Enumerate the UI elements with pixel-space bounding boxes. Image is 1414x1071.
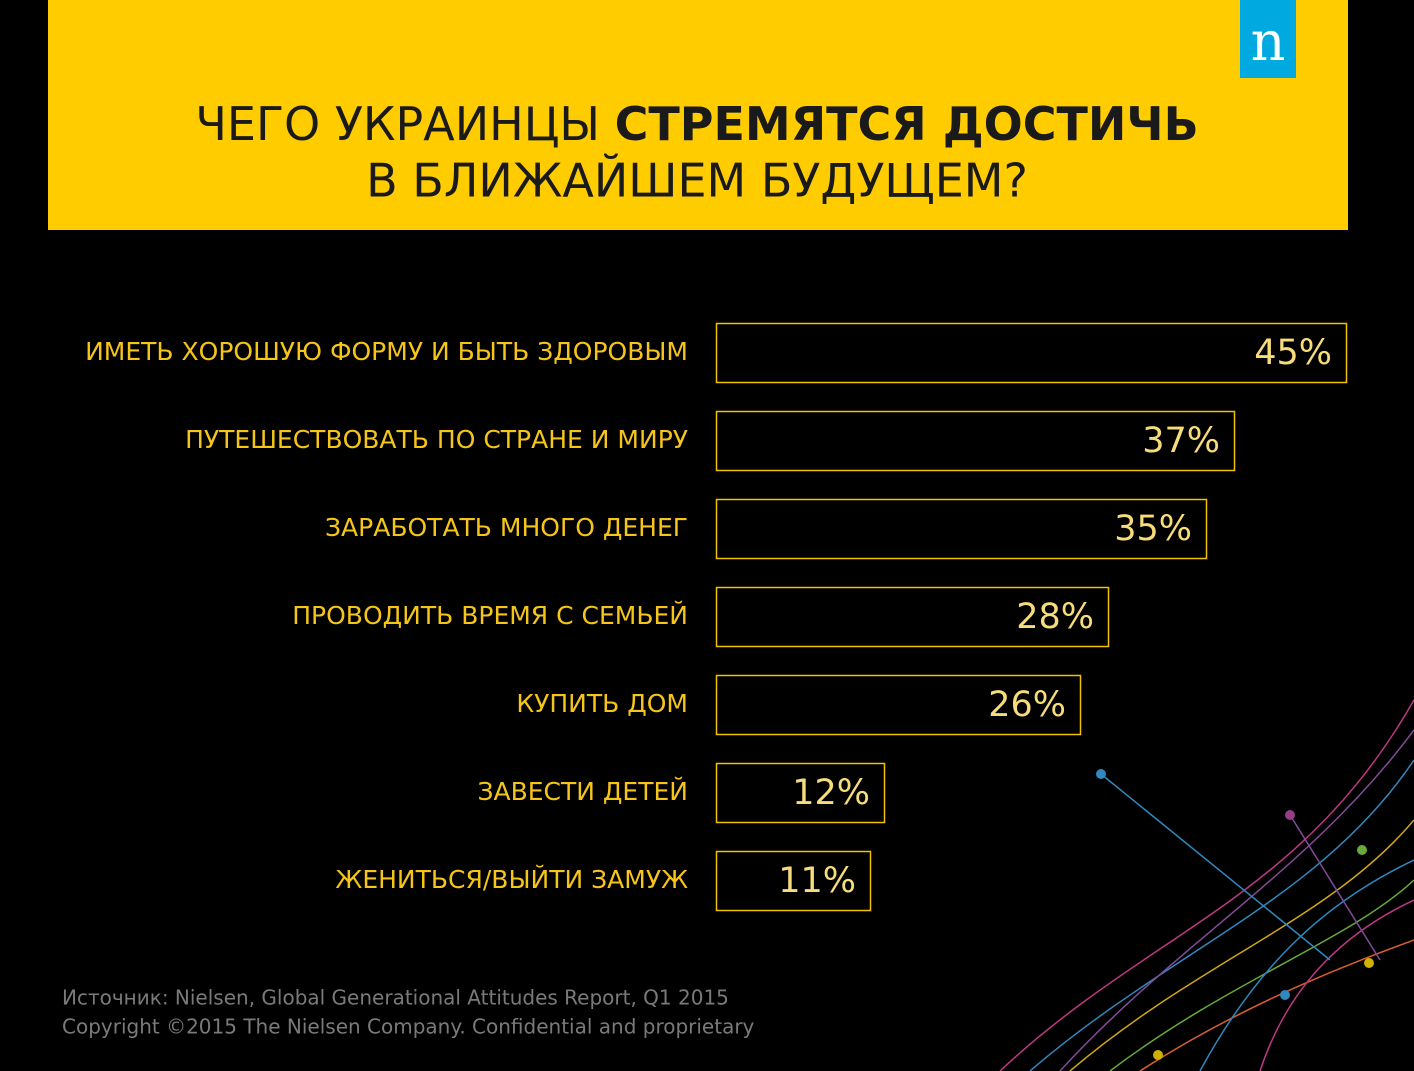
bar <box>715 322 1348 384</box>
category-label: ПРОВОДИТЬ ВРЕМЯ С СЕМЬЕЙ <box>292 601 688 630</box>
value-label: 12% <box>792 773 870 813</box>
category-label: ЗАВЕСТИ ДЕТЕЙ <box>477 777 688 806</box>
value-label: 28% <box>1016 597 1094 637</box>
source: Источник: Nielsen, Global Generational A… <box>62 986 729 1010</box>
bar <box>715 586 1110 648</box>
bar <box>715 674 1082 736</box>
category-label: ЗАРАБОТАТЬ МНОГО ДЕНЕГ <box>325 513 688 542</box>
bar <box>715 498 1208 560</box>
category-label: КУПИТЬ ДОМ <box>516 689 688 718</box>
category-label: ПУТЕШЕСТВОВАТЬ ПО СТРАНЕ И МИРУ <box>185 425 688 454</box>
bar <box>715 850 872 912</box>
copyright: Copyright ©2015 The Nielsen Company. Con… <box>62 1015 755 1039</box>
decoration <box>999 699 1414 1071</box>
category-label: ЖЕНИТЬСЯ/ВЫЙТИ ЗАМУЖ <box>335 865 688 894</box>
chart-title-line2: В БЛИЖАЙШЕМ БУДУЩЕМ? <box>366 154 1028 208</box>
value-label: 11% <box>778 861 856 901</box>
logo: n <box>1251 10 1286 73</box>
title-regular: ЧЕГО УКРАИНЦЫ <box>195 97 600 151</box>
value-label: 26% <box>988 685 1066 725</box>
title-banner <box>48 0 1348 230</box>
value-label: 45% <box>1254 333 1332 373</box>
chart-title: ЧЕГО УКРАИНЦЫ СТРЕМЯТСЯ ДОСТИЧЬ <box>195 97 1198 151</box>
value-label: 35% <box>1114 509 1192 549</box>
logo-box <box>1240 0 1296 78</box>
bar <box>715 410 1236 472</box>
category-label: ИМЕТЬ ХОРОШУЮ ФОРМУ И БЫТЬ ЗДОРОВЫМ <box>85 337 688 366</box>
title-bold: СТРЕМЯТСЯ ДОСТИЧЬ <box>615 97 1199 151</box>
value-label: 37% <box>1142 421 1220 461</box>
bar <box>715 762 886 824</box>
